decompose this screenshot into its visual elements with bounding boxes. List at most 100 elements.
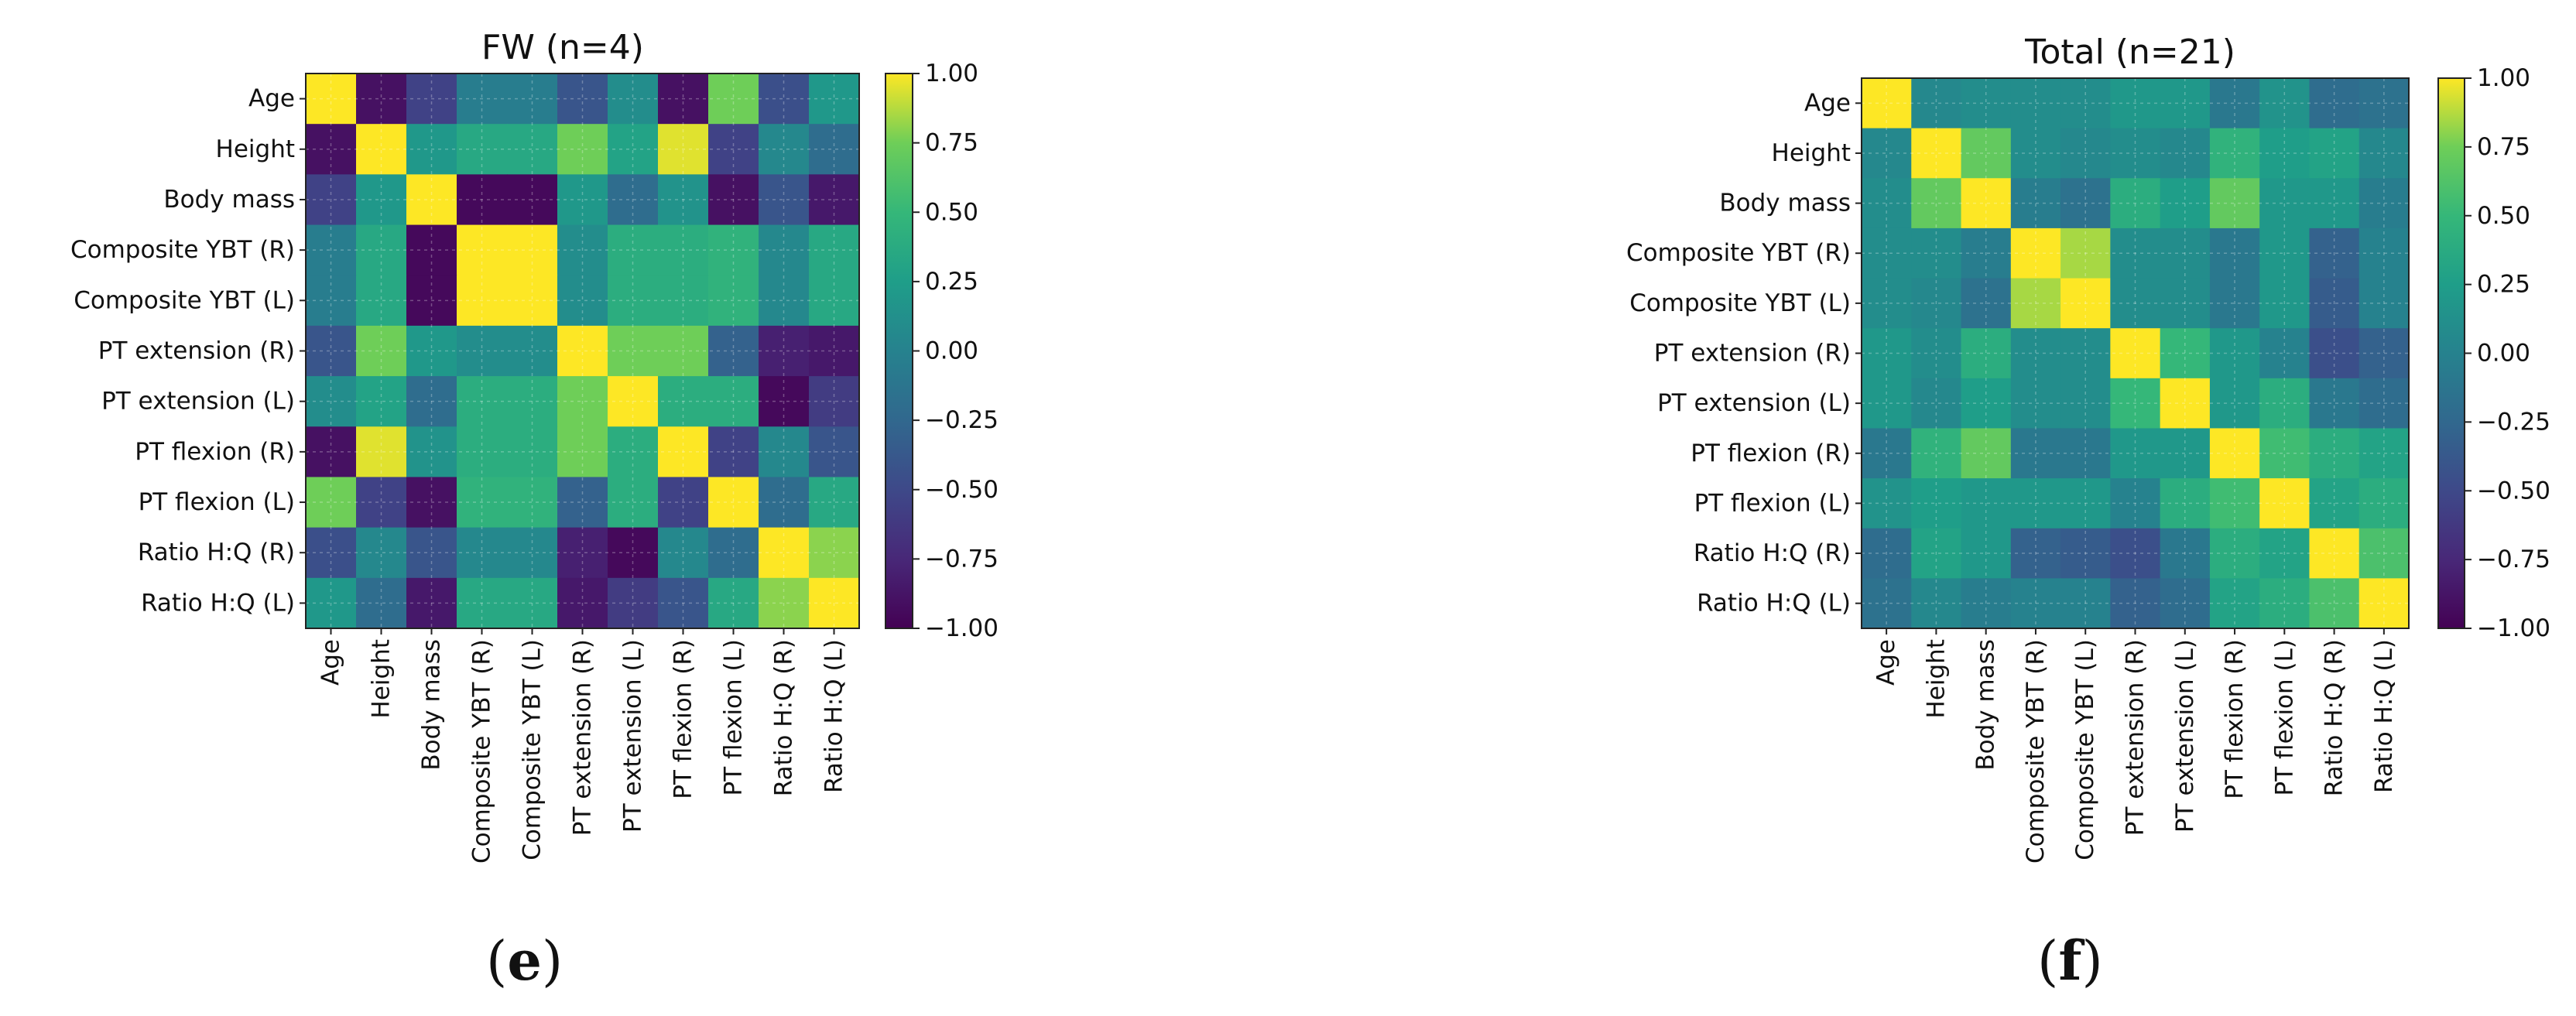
heatmap-cell: [557, 174, 608, 226]
heatmap-cell: [2060, 528, 2111, 579]
y-tick-label-composite-ybt-l: Composite YBT (L): [74, 286, 295, 314]
colorbar-tick-label: 0.75: [2477, 133, 2530, 161]
heatmap-cell: [1862, 128, 1912, 179]
heatmap-cell: [2160, 428, 2211, 479]
x-tick-label-pt-extension-r: PT extension (R): [2122, 639, 2150, 836]
heatmap-cell: [1862, 378, 1912, 429]
heatmap-cell: [2358, 128, 2410, 179]
heatmap-cell: [2358, 478, 2410, 529]
heatmap-cell: [356, 477, 407, 529]
colorbar-tick-label: 1.00: [925, 60, 978, 87]
heatmap-cell: [759, 74, 810, 125]
heatmap-cell: [759, 577, 810, 629]
heatmap-cell: [2358, 278, 2410, 329]
heatmap-cell: [1961, 578, 2012, 629]
heatmap-panel-fw: FW (n=4) Age Height Body mass Composite YBT…: [70, 28, 999, 864]
heatmap-cell: [2259, 328, 2311, 379]
heatmap-cell: [306, 477, 357, 529]
heatmap-cell: [2060, 328, 2111, 379]
heatmap-cell: [406, 477, 457, 529]
heatmap-cell: [2358, 378, 2410, 429]
heatmap-cell: [1862, 78, 1912, 129]
heatmap-cell: [2259, 578, 2311, 629]
heatmap-cell: [759, 527, 810, 579]
heatmap-cell: [2309, 478, 2360, 529]
heatmap-cell: [2209, 328, 2260, 379]
heatmap-cell: [557, 275, 608, 327]
heatmap-cell: [809, 477, 860, 529]
heatmap-cell: [2110, 78, 2161, 129]
heatmap-cell: [2160, 78, 2211, 129]
heatmap-cell: [1862, 328, 1912, 379]
y-tick-label-age: Age: [248, 85, 295, 113]
heatmap-cell: [658, 124, 709, 175]
colorbar-tick-label: −0.25: [925, 406, 999, 434]
heatmap-cell: [1911, 428, 1962, 479]
heatmap-cell: [608, 376, 659, 427]
heatmap-cell: [356, 74, 407, 125]
panel-label-letter: e: [507, 929, 542, 993]
chart-title: FW (n=4): [481, 28, 644, 67]
heatmap-cell: [708, 376, 759, 427]
heatmap-cell: [2209, 578, 2260, 629]
heatmap-cell: [1961, 178, 2012, 229]
y-tick-label-body-mass: Body mass: [1719, 190, 1851, 217]
x-tick-label-pt-extension-r: PT extension (R): [569, 639, 597, 836]
x-tick-label-ratio-h-q-l: Ratio H:Q (L): [820, 639, 848, 793]
heatmap-cell: [2309, 428, 2360, 479]
heatmap-cell: [2209, 227, 2260, 279]
heatmap-cell: [2259, 78, 2311, 129]
panel-label-f: (f): [2037, 929, 2103, 993]
y-tick-label-pt-flexion-r: PT flexion (R): [1690, 440, 1851, 467]
heatmap-cell: [1961, 278, 2012, 329]
heatmap-cell: [457, 426, 508, 478]
chart-title: Total (n=21): [2024, 32, 2235, 72]
panel-label-open: (: [2037, 929, 2059, 993]
heatmap-cell: [406, 577, 457, 629]
heatmap-cell: [608, 74, 659, 125]
heatmap-cell: [708, 527, 759, 579]
heatmap-cell: [1862, 428, 1912, 479]
heatmap-cell: [2110, 328, 2161, 379]
colorbar-tick-label: −0.75: [925, 545, 999, 573]
y-tick-label-ratio-h-q-l: Ratio H:Q (L): [141, 589, 295, 617]
heatmap-cell: [507, 74, 558, 125]
colorbar-tick-label: 0.50: [925, 198, 978, 226]
heatmap-panel-total: Total (n=21) Age Height Body mass Composite…: [1626, 32, 2550, 864]
x-tick-label-composite-ybt-l: Composite YBT (L): [2071, 639, 2099, 860]
heatmap-cell: [457, 124, 508, 175]
heatmap-cell: [1911, 227, 1962, 279]
heatmap-cell: [406, 224, 457, 276]
heatmap-cell: [557, 74, 608, 125]
heatmap-cell: [1961, 528, 2012, 579]
heatmap-cell: [2209, 128, 2260, 179]
heatmap-cell: [608, 527, 659, 579]
colorbar-tick-label: −0.25: [2477, 408, 2550, 436]
heatmap-cell: [708, 124, 759, 175]
heatmap-cell: [2160, 478, 2211, 529]
heatmap-cell: [356, 325, 407, 377]
heatmap-cell: [1862, 278, 1912, 329]
heatmap-cell: [809, 275, 860, 327]
heatmap-cell: [2110, 178, 2161, 229]
heatmap-cell: [557, 527, 608, 579]
heatmap-cell: [2209, 428, 2260, 479]
y-tick-label-composite-ybt-r: Composite YBT (R): [70, 236, 295, 264]
heatmap-cell: [507, 124, 558, 175]
heatmap-cell: [2309, 78, 2360, 129]
heatmap-cell: [2209, 528, 2260, 579]
heatmap-cell: [507, 577, 558, 629]
colorbar-tick-label: 0.00: [2477, 340, 2530, 368]
heatmap-cell: [457, 527, 508, 579]
heatmap-cell: [1911, 128, 1962, 179]
heatmap-cell: [2060, 128, 2111, 179]
heatmap-cell: [608, 124, 659, 175]
heatmap-cell: [406, 174, 457, 226]
heatmap-cell: [2259, 227, 2311, 279]
x-tick-label-ratio-h-q-r: Ratio H:Q (R): [2321, 639, 2348, 796]
heatmap-cell: [2209, 78, 2260, 129]
heatmap-cell: [457, 577, 508, 629]
heatmap-cell: [507, 275, 558, 327]
heatmap-cell: [2358, 78, 2410, 129]
